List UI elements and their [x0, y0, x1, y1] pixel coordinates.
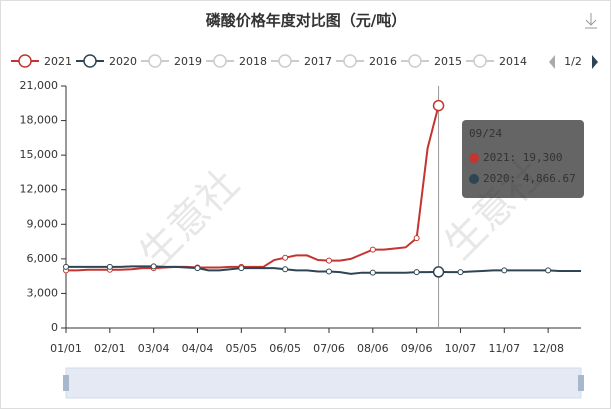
x-tick-label: 04/04 — [182, 342, 214, 355]
point — [457, 269, 464, 276]
x-tick-label: 03/04 — [138, 342, 170, 355]
x-tick-label: 12/08 — [532, 342, 564, 355]
legend-label[interactable]: 2015 — [434, 55, 462, 68]
y-tick-label: 18,000 — [20, 114, 59, 127]
point — [545, 267, 552, 274]
chart-title: 磷酸价格年度对比图（元/吨） — [206, 12, 406, 30]
point — [282, 254, 289, 261]
tooltip-dot — [469, 153, 479, 163]
legend-icon — [148, 54, 162, 68]
y-tick-label: 12,000 — [20, 183, 59, 196]
tooltip-row: 2021: 19,300 — [483, 151, 562, 164]
hover-point — [432, 99, 445, 112]
point — [501, 267, 508, 274]
point — [150, 263, 157, 270]
legend-icon — [473, 54, 487, 68]
legend-page: 1/2 — [564, 55, 582, 68]
legend-icon — [18, 54, 32, 68]
point — [106, 263, 113, 270]
zoom-handle[interactable] — [63, 375, 69, 391]
legend-icon — [408, 54, 422, 68]
hover-point — [432, 266, 445, 278]
y-tick-label: 15,000 — [20, 148, 59, 161]
y-tick-label: 9,000 — [27, 217, 59, 230]
y-tick-label: 0 — [51, 321, 58, 334]
legend-icon — [83, 54, 97, 68]
tooltip-title: 09/24 — [469, 127, 502, 140]
legend-icon — [278, 54, 292, 68]
legend-label[interactable]: 2017 — [304, 55, 332, 68]
legend-label[interactable]: 2018 — [239, 55, 267, 68]
y-tick-label: 6,000 — [27, 252, 59, 265]
x-tick-label: 09/06 — [401, 342, 433, 355]
watermark: 生意社 — [131, 161, 248, 278]
x-tick-label: 10/07 — [445, 342, 477, 355]
point — [282, 266, 289, 273]
legend-prev[interactable] — [549, 55, 555, 69]
legend-label[interactable]: 2014 — [499, 55, 527, 68]
legend-label[interactable]: 2019 — [174, 55, 202, 68]
legend-next[interactable] — [592, 55, 598, 69]
x-tick-label: 01/01 — [50, 342, 82, 355]
point — [238, 265, 245, 272]
x-tick-label: 11/07 — [488, 342, 520, 355]
y-tick-label: 21,000 — [20, 79, 59, 92]
legend-icon — [213, 54, 227, 68]
x-tick-label: 02/01 — [94, 342, 126, 355]
tooltip-dot — [469, 174, 479, 184]
x-tick-label: 06/05 — [269, 342, 301, 355]
legend-label[interactable]: 2020 — [109, 55, 137, 68]
point — [413, 269, 420, 276]
zoom-handle[interactable] — [578, 375, 584, 391]
series-line — [66, 105, 440, 272]
point — [413, 235, 420, 242]
x-tick-label: 08/06 — [357, 342, 389, 355]
legend-label[interactable]: 2021 — [44, 55, 72, 68]
point — [63, 263, 69, 270]
point — [369, 269, 376, 276]
x-tick-label: 07/06 — [313, 342, 345, 355]
y-tick-label: 3,000 — [27, 286, 59, 299]
point — [325, 268, 332, 275]
point — [325, 257, 332, 264]
tooltip-row: 2020: 4,866.67 — [483, 172, 576, 185]
point — [194, 265, 201, 272]
tooltip-box — [462, 120, 584, 198]
tooltip: 09/24 2021: 19,300 2020: 4,866.67 — [462, 120, 584, 198]
x-tick-label: 05/05 — [225, 342, 257, 355]
legend-label[interactable]: 2016 — [369, 55, 397, 68]
legend-icon — [343, 54, 357, 68]
download-icon[interactable] — [585, 13, 597, 29]
point — [369, 246, 376, 253]
data-zoom-slider[interactable] — [65, 367, 582, 399]
